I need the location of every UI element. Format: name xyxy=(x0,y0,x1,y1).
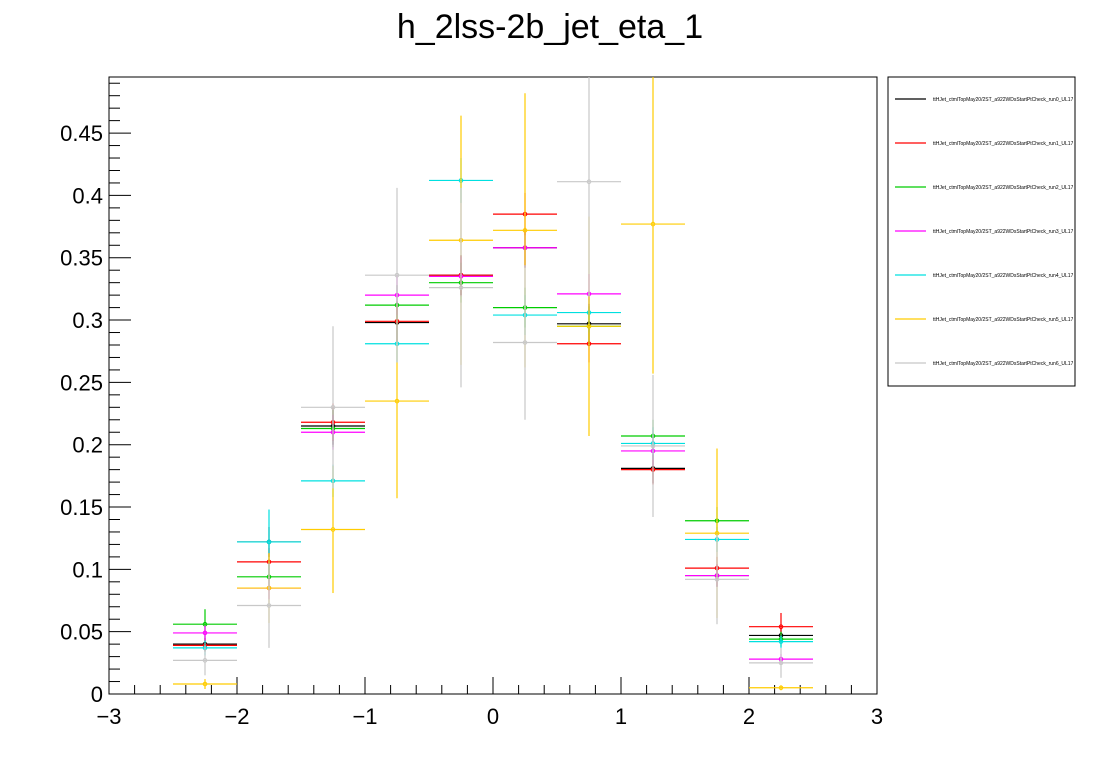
data-point xyxy=(778,685,784,691)
data-point xyxy=(394,398,400,404)
y-tick-label: 0.15 xyxy=(60,495,103,520)
axes: −3 −2 −1 0 1 2 3 0 0.05 0.1 0.15 0.2 0.25 0.3 0.35 0.4 0… xyxy=(60,82,883,729)
data-point xyxy=(778,660,784,666)
y-tick-label: 0.2 xyxy=(72,433,103,458)
x-tick-label: 2 xyxy=(743,704,755,729)
legend-entry-label: ttHJet_ctmlTopMay20/2ST_a922WDsStartPtCh… xyxy=(933,97,1074,103)
legend-entry-label: ttHJet_ctmlTopMay20/2ST_a922WDsStartPtCh… xyxy=(933,229,1074,235)
y-tick-label: 0.4 xyxy=(72,183,103,208)
legend-entry-label: ttHJet_ctmlTopMay20/2ST_a922WDsStartPtCh… xyxy=(933,141,1074,147)
data-point xyxy=(522,228,528,233)
data-point xyxy=(266,603,272,608)
x-tick-label: −3 xyxy=(96,704,121,729)
data-point xyxy=(586,179,592,185)
x-tick-label: −2 xyxy=(224,704,249,729)
legend-entry-label: ttHJet_ctmlTopMay20/2ST_a922WDsStartPtCh… xyxy=(933,185,1074,191)
y-tick-label: 0 xyxy=(91,682,103,707)
plot-area-frame xyxy=(108,76,878,695)
data-point xyxy=(202,681,208,687)
data-point xyxy=(458,285,464,290)
data-point xyxy=(330,527,336,532)
data-point xyxy=(650,221,656,227)
series-6 xyxy=(173,77,813,678)
legend-entry-label: ttHJet_ctmlTopMay20/2ST_a922WDsStartPtCh… xyxy=(933,361,1074,367)
y-tick-label: 0.25 xyxy=(60,370,103,395)
data-point xyxy=(394,272,400,278)
legend-entry-label: ttHJet_ctmlTopMay20/2ST_a922WDsStartPtCh… xyxy=(933,273,1074,279)
y-tick-label: 0.35 xyxy=(60,246,103,271)
y-tick-label: 0.1 xyxy=(72,557,103,582)
data-point xyxy=(778,639,784,644)
data-point xyxy=(202,658,208,663)
data-point xyxy=(714,577,720,582)
x-tick-label: −1 xyxy=(352,704,377,729)
x-tick-label: 0 xyxy=(487,704,499,729)
data-series xyxy=(173,77,813,691)
legend: ttHJet_ctmlTopMay20/2ST_a922WDsStartPtCh… xyxy=(887,76,1076,387)
x-tick-label: 3 xyxy=(871,704,883,729)
plot-frame xyxy=(108,76,878,695)
legend-entry-label: ttHJet_ctmlTopMay20/2ST_a922WDsStartPtCh… xyxy=(933,317,1074,323)
y-tick-label: 0.45 xyxy=(60,121,103,146)
y-tick-label: 0.3 xyxy=(72,308,103,333)
y-tick-label: 0.05 xyxy=(60,620,103,645)
data-point xyxy=(586,323,592,329)
data-point xyxy=(778,624,784,629)
x-tick-label: 1 xyxy=(615,704,627,729)
data-point xyxy=(330,405,336,410)
data-point xyxy=(522,340,528,345)
data-point xyxy=(650,443,656,449)
data-point xyxy=(202,630,208,636)
data-point xyxy=(266,539,272,545)
chart-title: h_2lss-2b_jet_eta_1 xyxy=(397,8,703,46)
